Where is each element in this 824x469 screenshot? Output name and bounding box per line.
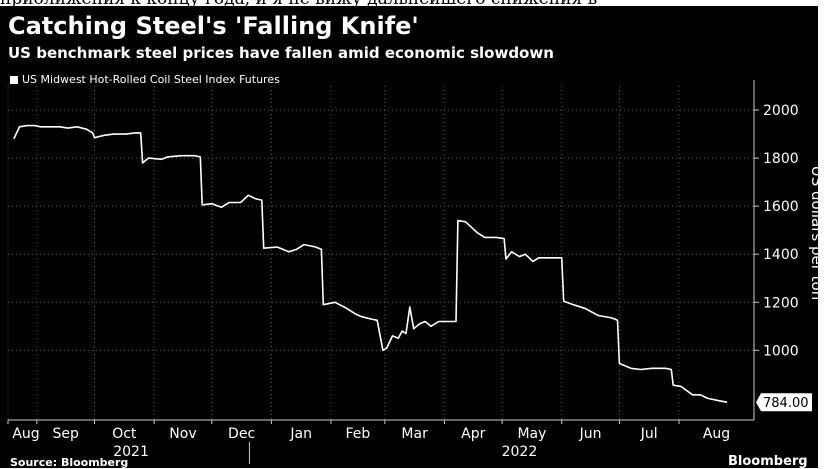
legend: US Midwest Hot-Rolled Coil Steel Index F… [10, 73, 280, 86]
x-tick-label: Jul [640, 426, 658, 442]
y-tick-label: 1200 [763, 295, 799, 311]
x-tick-label: Sep [52, 426, 79, 442]
series-line [13, 124, 728, 403]
chart-title: Catching Steel's 'Falling Knife' [8, 12, 419, 40]
y-tick-label: 1600 [763, 199, 799, 215]
legend-swatch [10, 75, 18, 84]
year-label: 2022 [502, 444, 538, 460]
x-tick-label: Mar [401, 426, 428, 442]
x-tick-label: Jan [289, 426, 312, 442]
source-note: Source: Bloomberg [10, 456, 129, 469]
last-value-label: 784.00 [763, 396, 809, 411]
chart-subtitle: US benchmark steel prices have fallen am… [8, 44, 554, 62]
chart-panel: Catching Steel's 'Falling Knife' US benc… [0, 6, 818, 469]
top-text: приближения к концу года, и я не вижу да… [0, 0, 824, 10]
chart-svg: 1000 1200 1400 1600 1800 2000 US dollars per t… [7, 80, 818, 464]
x-tick-label: Oct [112, 426, 137, 442]
brand-logo: Bloomberg [728, 454, 808, 469]
last-value-box [756, 393, 812, 412]
x-tick-label: May [517, 426, 546, 442]
x-tick-label: Feb [346, 426, 371, 442]
legend-label: US Midwest Hot-Rolled Coil Steel Index F… [22, 73, 280, 86]
y-tick-label: 2000 [763, 103, 799, 119]
y-tick-label: 1400 [763, 247, 799, 263]
x-tick-label: Aug [12, 426, 39, 442]
x-tick-label: Apr [461, 426, 485, 442]
year-label: 2021 [113, 444, 149, 460]
y-tick-label: 1000 [763, 343, 799, 359]
x-tick-label: Aug [703, 426, 730, 442]
x-tick-label: Jun [579, 426, 602, 442]
x-tick-label: Nov [169, 426, 196, 442]
x-tick-label: Dec [228, 426, 255, 442]
y-axis-title: US dollars per ton [808, 166, 818, 301]
y-tick-label: 1800 [763, 151, 799, 167]
